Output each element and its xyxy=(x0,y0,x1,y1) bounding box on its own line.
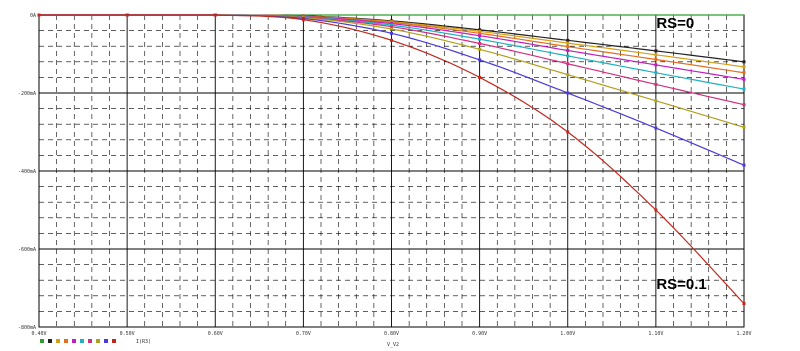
series-marker-1 xyxy=(654,49,658,53)
x-tick-label: 0.40V xyxy=(31,331,46,337)
series-marker-8 xyxy=(478,58,482,62)
series-marker-9 xyxy=(478,75,482,79)
tick-labels: 0.40V 0.50V 0.60V 0.70V 0.80V 0.90V 1.00V 1.10V… xyxy=(18,13,752,337)
series-marker-1 xyxy=(478,28,482,32)
x-tick-label: 0.60V xyxy=(208,331,223,337)
legend-marker-3 xyxy=(64,339,68,343)
series-marker-5 xyxy=(566,54,570,58)
series-marker-2 xyxy=(566,41,570,45)
series-marker-3 xyxy=(742,71,746,75)
y-tick-label: 0A xyxy=(30,13,36,19)
series-marker-7 xyxy=(478,47,482,51)
x-tick-label: 1.20V xyxy=(736,331,751,337)
series-marker-1 xyxy=(742,60,746,64)
series-marker-8 xyxy=(654,126,658,130)
series-marker-5 xyxy=(742,87,746,91)
series-marker-4 xyxy=(478,34,482,38)
series-marker-2 xyxy=(654,53,658,57)
legend-label: I(R3) xyxy=(136,339,151,345)
series-group xyxy=(37,13,746,306)
series-marker-8 xyxy=(390,31,393,35)
legend-marker-5 xyxy=(80,339,84,343)
x-tick-label: 0.80V xyxy=(384,331,399,337)
series-marker-1 xyxy=(566,38,570,42)
series-marker-2 xyxy=(478,29,482,33)
series-marker-9 xyxy=(301,18,305,22)
legend-marker-4 xyxy=(72,339,76,343)
series-marker-5 xyxy=(478,37,482,41)
series-marker-5 xyxy=(654,71,658,75)
legend-marker-2 xyxy=(56,339,60,343)
y-tick-label: -800mA xyxy=(18,325,36,331)
x-tick-label: 1.10V xyxy=(648,331,663,337)
series-marker-9 xyxy=(125,13,129,17)
legend-marker-6 xyxy=(88,339,92,343)
series-marker-9 xyxy=(390,38,393,42)
legend-marker-1 xyxy=(48,339,52,343)
y-tick-label: -400mA xyxy=(18,169,36,175)
series-marker-6 xyxy=(742,103,746,107)
series-marker-7 xyxy=(654,99,658,103)
series-marker-4 xyxy=(390,22,393,26)
y-tick-label: -200mA xyxy=(18,91,36,97)
series-marker-6 xyxy=(654,82,658,86)
legend-marker-0 xyxy=(40,339,44,343)
legend-marker-7 xyxy=(96,339,100,343)
series-marker-4 xyxy=(566,48,570,52)
x-axis-label: V_V2 xyxy=(387,342,399,348)
series-marker-6 xyxy=(566,62,570,66)
x-tick-label: 0.50V xyxy=(120,331,135,337)
series-marker-4 xyxy=(654,63,658,67)
x-tick-label: 1.00V xyxy=(560,331,575,337)
series-marker-6 xyxy=(390,25,393,29)
series-marker-3 xyxy=(654,57,658,61)
series-marker-7 xyxy=(566,73,570,77)
x-tick-label: 0.70V xyxy=(296,331,311,337)
series-marker-9 xyxy=(566,130,570,134)
series-marker-8 xyxy=(566,91,570,95)
annotation-rs01: RS=0.1 xyxy=(656,276,706,293)
series-marker-9 xyxy=(654,208,658,212)
series-marker-3 xyxy=(478,31,482,35)
y-tick-label: -600mA xyxy=(18,247,36,253)
legend-marker-9 xyxy=(112,339,116,343)
series-marker-3 xyxy=(566,45,570,49)
series-marker-9 xyxy=(37,13,41,17)
series-marker-7 xyxy=(742,125,746,129)
series-marker-7 xyxy=(390,27,393,31)
annotation-rs0: RS=0 xyxy=(656,15,694,32)
series-marker-8 xyxy=(742,163,746,167)
grid xyxy=(38,14,745,328)
series-marker-9 xyxy=(213,13,217,17)
x-tick-label: 0.90V xyxy=(472,331,487,337)
series-marker-6 xyxy=(478,41,482,45)
legend: I(R3) xyxy=(40,339,151,345)
series-marker-9 xyxy=(742,302,746,306)
series-marker-4 xyxy=(742,77,746,81)
series-marker-2 xyxy=(742,65,746,69)
legend-marker-8 xyxy=(104,339,108,343)
series-marker-5 xyxy=(390,23,393,27)
